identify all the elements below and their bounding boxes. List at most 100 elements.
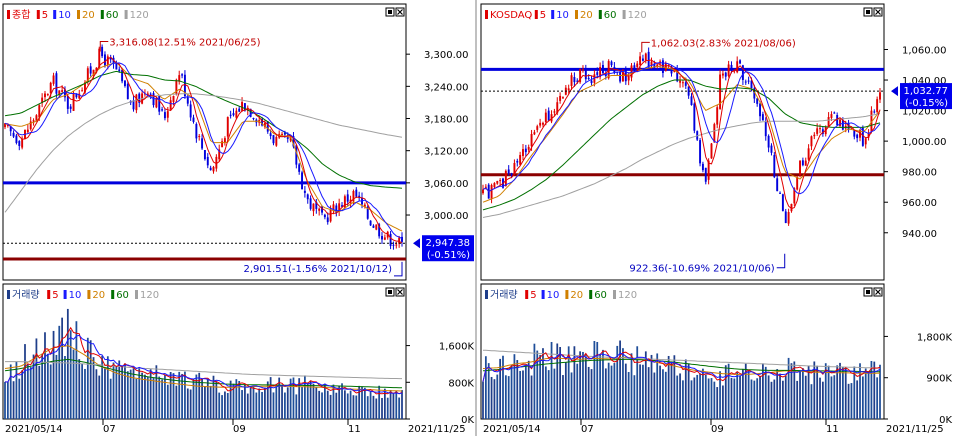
kosdaq-candle-body (633, 65, 636, 69)
kosdaq-volume-bar (856, 380, 859, 419)
kospi-candle-body (195, 123, 198, 139)
kosdaq-volume-bar (547, 370, 550, 419)
kospi-candle-body (64, 89, 66, 98)
kospi-candle-body (46, 94, 49, 96)
kospi-ma20-line (4, 61, 403, 232)
kospi-volume-bar (29, 367, 32, 419)
kospi-xtick-label: 07 (103, 424, 116, 435)
kospi-volume-bar (129, 369, 132, 419)
kosdaq-candle-body (879, 92, 881, 100)
kospi-candle-body (269, 133, 272, 137)
kosdaq-candle-body (787, 212, 790, 224)
kosdaq-candle-body (710, 143, 713, 159)
kosdaq-candle-body (821, 129, 824, 135)
kosdaq-volume-bar (821, 381, 824, 419)
kosdaq-candle-body (627, 76, 630, 81)
kosdaq-candle-body (724, 72, 727, 77)
kosdaq-volume-bar (647, 367, 650, 419)
kospi-volume-maximize-icon (388, 290, 392, 294)
kospi-candle-body (123, 80, 126, 87)
kosdaq-volume-bar (536, 350, 539, 419)
kosdaq-volume-bar (496, 374, 499, 419)
kospi-candle-body (358, 195, 361, 198)
kospi-candle-body (192, 117, 195, 122)
kosdaq-volume-bar (667, 355, 670, 419)
kosdaq-candle-body (810, 136, 813, 147)
kosdaq-volume-bar (584, 354, 587, 419)
kosdaq-volume-bar (796, 380, 799, 419)
kosdaq-xtick-label: 07 (581, 424, 594, 435)
kosdaq-volume-bar (867, 372, 870, 419)
kosdaq-volume-legend-swatch (525, 290, 529, 299)
kosdaq-candle-body (747, 80, 750, 82)
kospi-candle-body (21, 139, 24, 148)
kosdaq-volume-bar (799, 371, 801, 419)
kospi-volume-legend-swatch (63, 290, 67, 299)
kospi-candle-body (69, 106, 72, 109)
kosdaq-volume-bar (793, 361, 796, 419)
kosdaq-volume-bar (762, 363, 764, 419)
kosdaq-volume-bar (753, 380, 756, 419)
kospi-candle-body (241, 101, 244, 111)
kospi-volume-bar (81, 363, 83, 419)
kosdaq-volume-bar (790, 363, 793, 419)
kosdaq-volume-legend-label: 60 (594, 290, 607, 301)
kospi-volume-legend-swatch (7, 290, 10, 299)
kospi-volume-bar (235, 379, 238, 419)
kospi-candle-body (261, 119, 264, 126)
kospi-candle-body (229, 114, 232, 116)
kospi-volume-bar (355, 395, 358, 419)
kosdaq-volume-bar (622, 348, 624, 419)
kosdaq-volume-bar (562, 375, 564, 419)
kospi-volume-legend-label: 5 (52, 290, 58, 301)
kosdaq-ytick-label: 1,060.00 (902, 45, 947, 56)
kosdaq-volume-bar (704, 374, 707, 419)
kosdaq-volume-bar (807, 365, 810, 419)
kosdaq-candle-body (704, 167, 707, 182)
kospi-volume-bar (272, 392, 275, 419)
kospi-candle-body (326, 217, 329, 223)
kospi-current-change: (-0.51%) (427, 250, 470, 261)
kosdaq-volume-bar (744, 363, 747, 419)
kosdaq-candle-body (490, 185, 493, 200)
kosdaq-volume-bar (524, 365, 527, 419)
kosdaq-candle-body (693, 103, 696, 131)
kosdaq-candle-body (513, 163, 516, 174)
kospi-price-legend-label: 120 (130, 10, 149, 21)
kosdaq-volume-bar (596, 341, 599, 419)
kospi-volume-bar (161, 379, 163, 419)
kosdaq-candle-body (610, 61, 613, 66)
kospi-candle-body (186, 97, 189, 104)
kospi-volume-bar (98, 375, 101, 419)
kospi-candle-body (206, 156, 209, 166)
kospi-volume-bar (169, 372, 172, 419)
kospi-volume-bar (361, 386, 363, 419)
kospi-candle-body (75, 93, 78, 98)
kosdaq-volume-bar (570, 372, 573, 419)
kosdaq-candle-body (661, 60, 664, 73)
kospi-volume-bar (258, 388, 261, 419)
kospi-ytick-label: 3,000.00 (424, 211, 469, 222)
kosdaq-candle-body (584, 68, 587, 80)
kosdaq-volume-bar (802, 368, 804, 419)
kospi-volume-bar (321, 392, 323, 419)
kosdaq-volume-bar (739, 375, 741, 419)
kospi-candle-body (29, 121, 32, 130)
kosdaq-ytick-label: 1,000.00 (902, 137, 947, 148)
kosdaq-candle-body (639, 56, 642, 65)
kospi-candle-body (389, 233, 392, 247)
kosdaq-volume-bar (504, 375, 507, 419)
kosdaq-volume-bar (519, 370, 522, 419)
kosdaq-volume-bar (642, 364, 644, 419)
kospi-price-legend-swatch (100, 10, 104, 19)
kospi-volume-bar (75, 321, 78, 419)
kosdaq-candle-body (647, 51, 650, 68)
kospi-volume-legend-label: 10 (69, 290, 82, 301)
kospi-volume-bar (312, 383, 315, 419)
kosdaq-volume-bar (742, 369, 744, 419)
kospi-candle-body (263, 122, 266, 127)
kospi-volume-bar (184, 371, 186, 419)
kospi-volume-bar (369, 391, 372, 419)
kosdaq-ma60-line (482, 79, 881, 211)
